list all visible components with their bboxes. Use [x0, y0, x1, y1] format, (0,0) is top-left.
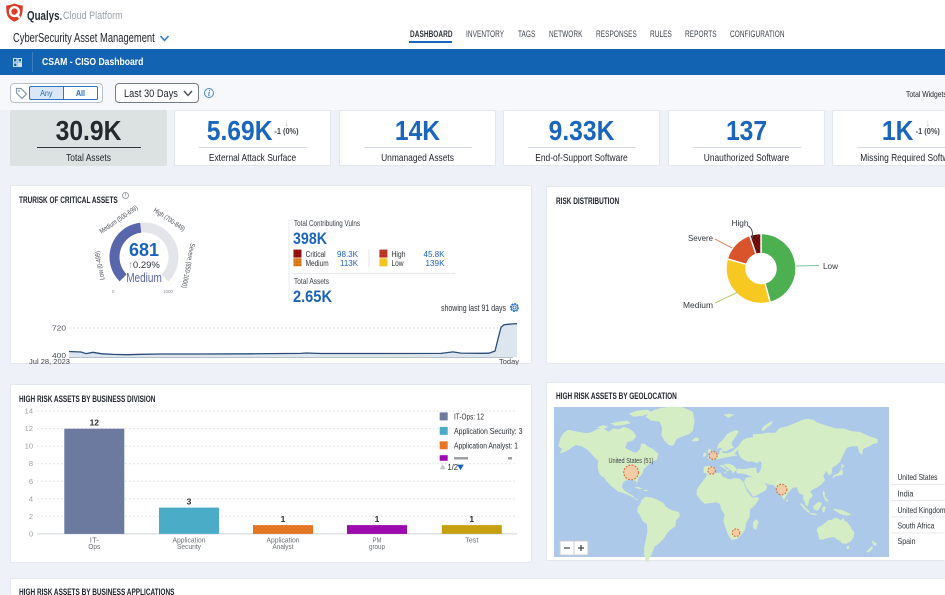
svg-text:Severe: Severe — [688, 233, 713, 243]
svg-text:8: 8 — [29, 459, 33, 468]
svg-text:4: 4 — [29, 494, 33, 503]
svg-text:1: 1 — [281, 514, 286, 524]
svg-text:group: group — [369, 542, 385, 551]
svg-text:400: 400 — [52, 351, 66, 360]
svg-text:0: 0 — [29, 529, 33, 538]
svg-text:India: India — [898, 489, 914, 499]
svg-text:1: 1 — [469, 514, 474, 524]
svg-text:Total Assets: Total Assets — [294, 276, 329, 286]
svg-text:139K: 139K — [426, 259, 446, 268]
svg-text:Application Analyst: 1: Application Analyst: 1 — [454, 440, 518, 450]
svg-text:Low (0-499): Low (0-499) — [94, 251, 107, 281]
svg-text:14: 14 — [25, 407, 33, 416]
svg-text:Application: Application — [173, 536, 206, 545]
svg-text:Low: Low — [392, 259, 404, 268]
svg-text:1: 1 — [375, 514, 380, 524]
svg-text:113K: 113K — [340, 259, 359, 268]
svg-text:2: 2 — [29, 512, 33, 521]
svg-text:Ops: Ops — [88, 542, 100, 551]
svg-text:1000: 1000 — [163, 289, 174, 294]
svg-text:2.65K: 2.65K — [293, 287, 333, 306]
svg-text:United Kingdom: United Kingdom — [898, 505, 945, 515]
svg-text:Severe (850-1000): Severe (850-1000) — [180, 242, 196, 288]
svg-text:6: 6 — [29, 477, 33, 486]
svg-text:1/2: 1/2 — [448, 463, 459, 472]
svg-text:Application Security: 3: Application Security: 3 — [454, 426, 523, 436]
svg-text:IT-: IT- — [90, 536, 100, 545]
svg-text:0: 0 — [112, 289, 115, 294]
svg-text:IT-Ops: 12: IT-Ops: 12 — [454, 411, 484, 421]
svg-text:12: 12 — [25, 424, 33, 433]
svg-text:High: High — [732, 218, 749, 228]
svg-text:United States (51): United States (51) — [609, 456, 654, 465]
svg-text:45.8K: 45.8K — [424, 250, 446, 259]
svg-text:398K: 398K — [293, 229, 328, 248]
svg-text:Critical: Critical — [306, 250, 326, 259]
svg-text:12: 12 — [90, 418, 100, 428]
svg-text:Security: Security — [177, 542, 201, 551]
svg-text:United States: United States — [898, 472, 938, 482]
svg-text:Spain: Spain — [898, 536, 916, 546]
svg-text:Medium: Medium — [683, 300, 713, 310]
svg-text:98.3K: 98.3K — [337, 250, 359, 259]
svg-text:Analyst: Analyst — [273, 542, 295, 551]
svg-text:10: 10 — [25, 442, 33, 451]
svg-text:Low: Low — [823, 261, 839, 271]
svg-text:Jul 28, 2023: Jul 28, 2023 — [29, 357, 70, 365]
svg-text:PM: PM — [373, 536, 382, 545]
svg-text:Application: Application — [267, 536, 300, 545]
svg-text:Today: Today — [499, 357, 519, 365]
svg-text:High: High — [392, 250, 406, 259]
svg-text:Medium: Medium — [306, 259, 329, 268]
svg-text:showing last 91 days: showing last 91 days — [441, 303, 506, 313]
svg-text:720: 720 — [52, 324, 66, 333]
svg-text:Total Contributing Vulns: Total Contributing Vulns — [294, 218, 360, 228]
svg-text:Test: Test — [465, 536, 479, 545]
svg-text:South Africa: South Africa — [898, 521, 935, 531]
svg-text:3: 3 — [187, 497, 192, 507]
